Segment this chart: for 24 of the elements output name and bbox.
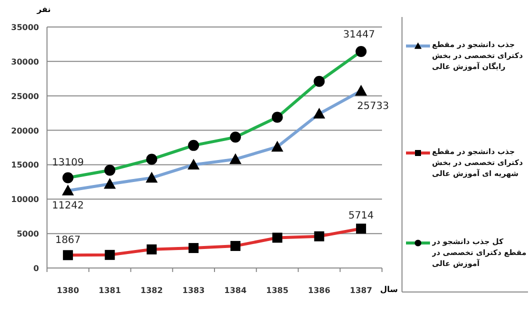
y-tick-label: 25000 bbox=[11, 92, 40, 101]
data-label: 11242 bbox=[52, 200, 84, 212]
data-label: 13109 bbox=[52, 158, 84, 169]
x-axis-title: سال bbox=[380, 285, 398, 294]
data-label: 25733 bbox=[357, 100, 389, 112]
y-tick-label: 20000 bbox=[11, 126, 40, 136]
data-label: 5714 bbox=[348, 210, 374, 222]
x-tick-label: 1383 bbox=[182, 286, 205, 295]
y-tick-label: 10000 bbox=[11, 195, 40, 204]
data-label: 1867 bbox=[55, 235, 81, 246]
x-tick-label: 1381 bbox=[98, 286, 122, 295]
y-tick-label: 0 bbox=[33, 264, 40, 273]
x-tick-label: 1380 bbox=[56, 286, 80, 295]
x-tick-label: 1384 bbox=[224, 286, 248, 295]
y-axis-title: نفر bbox=[36, 5, 51, 14]
data-label: 31447 bbox=[343, 29, 375, 40]
y-tick-label: 30000 bbox=[11, 57, 40, 66]
y-tick-label: 35000 bbox=[11, 23, 40, 32]
x-tick-label: 1386 bbox=[308, 286, 331, 295]
y-tick-label: 15000 bbox=[11, 160, 40, 170]
x-tick-label: 1382 bbox=[140, 286, 163, 295]
x-tick-label: 1387 bbox=[350, 286, 372, 295]
x-tick-label: 1385 bbox=[266, 286, 289, 295]
y-tick-label: 5000 bbox=[16, 230, 40, 239]
